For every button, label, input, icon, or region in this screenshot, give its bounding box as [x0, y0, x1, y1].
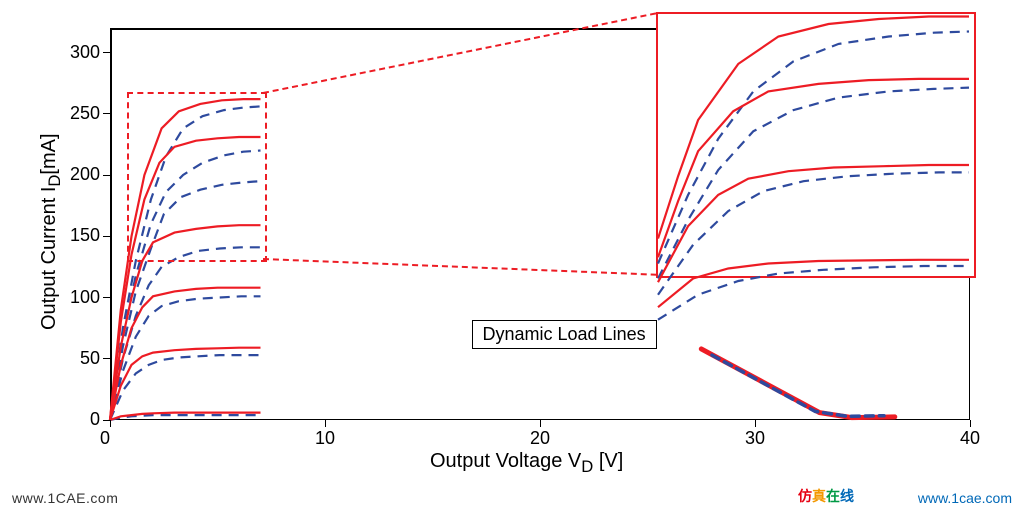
- ylabel-sub: D: [45, 175, 64, 187]
- xlabel-sub: D: [581, 457, 593, 476]
- y-axis-label: Output Current ID[mA]: [38, 133, 65, 330]
- annotation-dynamic-load-lines: Dynamic Load Lines: [472, 320, 657, 349]
- xlabel-tail: [V]: [593, 450, 623, 472]
- ylabel-tail: [mA]: [38, 133, 60, 174]
- inset-panel: [656, 12, 976, 278]
- ylabel-text: Output Current I: [38, 187, 60, 330]
- annotation-text: Dynamic Load Lines: [483, 324, 646, 344]
- footer-watermark-left: www.1CAE.com: [12, 490, 118, 506]
- x-axis-label: Output Voltage VD [V]: [430, 450, 623, 477]
- footer-cn: 仿真在线: [798, 486, 854, 506]
- inset-chart-svg: [658, 14, 974, 276]
- xlabel-text: Output Voltage V: [430, 450, 581, 472]
- footer-link-right[interactable]: www.1cae.com: [918, 490, 1012, 506]
